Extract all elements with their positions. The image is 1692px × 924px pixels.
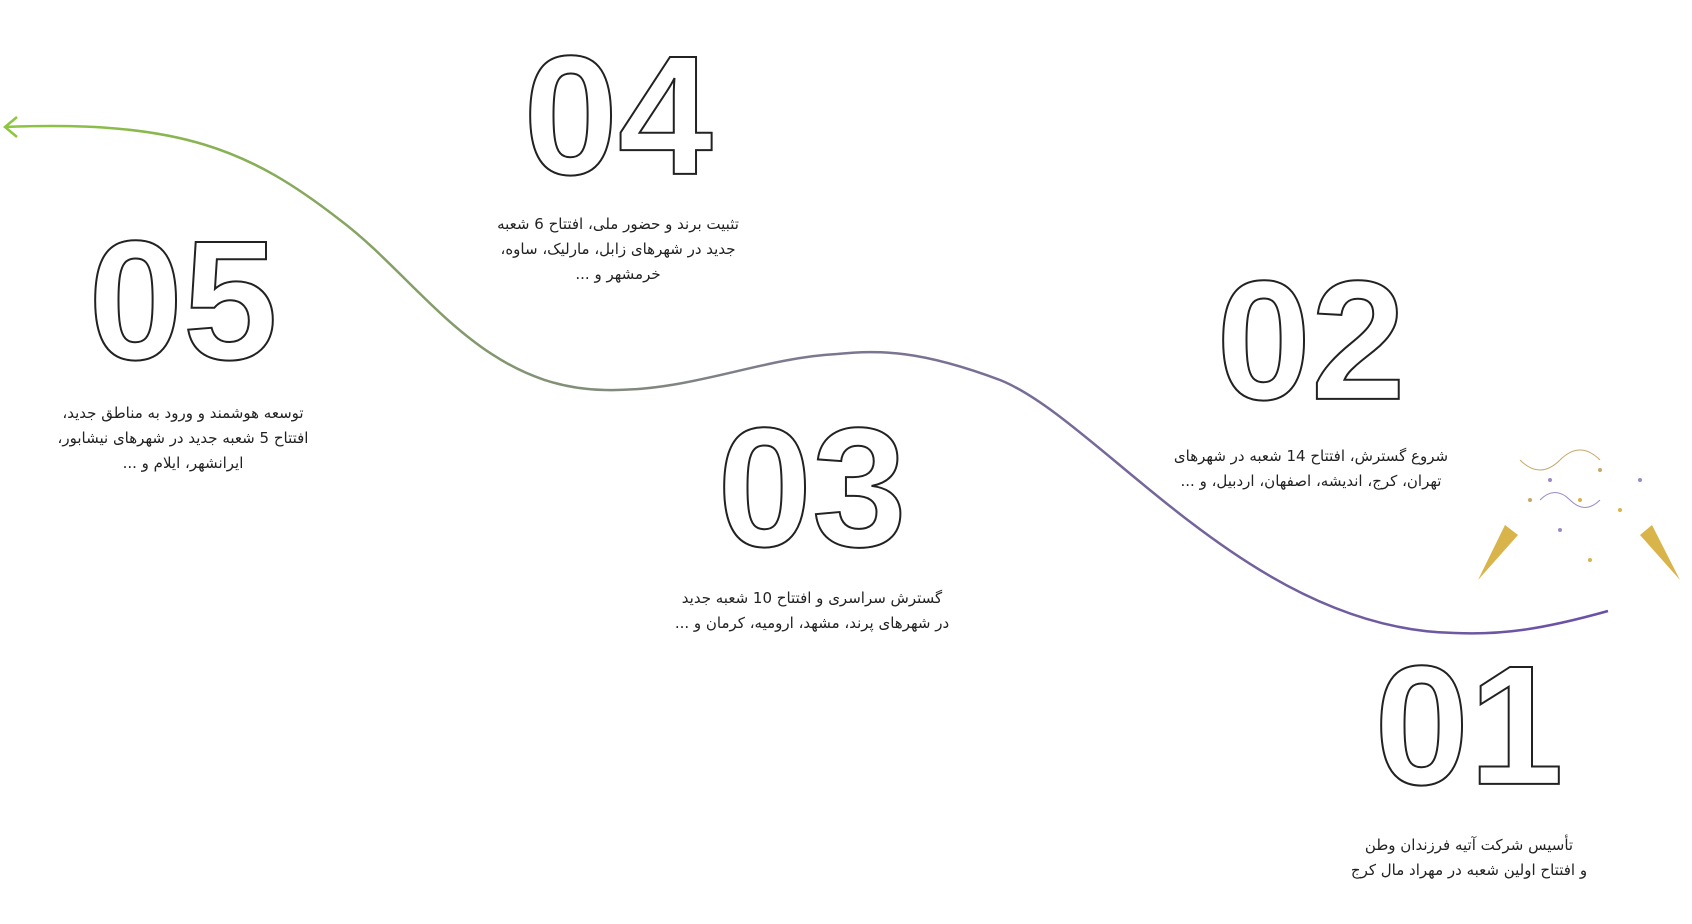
step-number: 05 [88,206,277,396]
step-number: 04 [523,21,712,211]
step-text: در شهرهای پرند، مشهد، ارومیه، کرمان و ..… [675,614,949,633]
step-number: 02 [1216,246,1405,436]
step-text: و افتتاح اولین شعبه در مهراد مال کرج [1351,861,1587,880]
step-text: تأسیس شرکت آتیه فرزندان وطن [1365,834,1573,854]
step-text: تثبیت برند و حضور ملی، افتتاح 6 شعبه [497,215,739,233]
step-number: 03 [717,393,906,583]
step-text: جدید در شهرهای زابل، مارلیک، ساوه، [500,240,735,258]
step-text: خرمشهر و ... [575,265,660,283]
confetti [1478,449,1680,580]
timeline-curve [4,124,1609,635]
step-number: 01 [1374,631,1563,821]
arrow-head [3,116,18,138]
step-text: گسترش سراسری و افتتاح 10 شعبه جدید [682,589,943,607]
step-text: افتتاح 5 شعبه جدید در شهرهای نیشابور، [58,429,309,447]
step-text: ایرانشهر، ایلام و ... [123,454,244,472]
step-text: تهران، کرج، اندیشه، اصفهان، اردبیل، و ..… [1181,472,1442,491]
step-text: توسعه هوشمند و ورود به مناطق جدید، [62,404,303,422]
step-text: شروع گسترش، افتتاح 14 شعبه در شهرهای [1174,447,1448,465]
